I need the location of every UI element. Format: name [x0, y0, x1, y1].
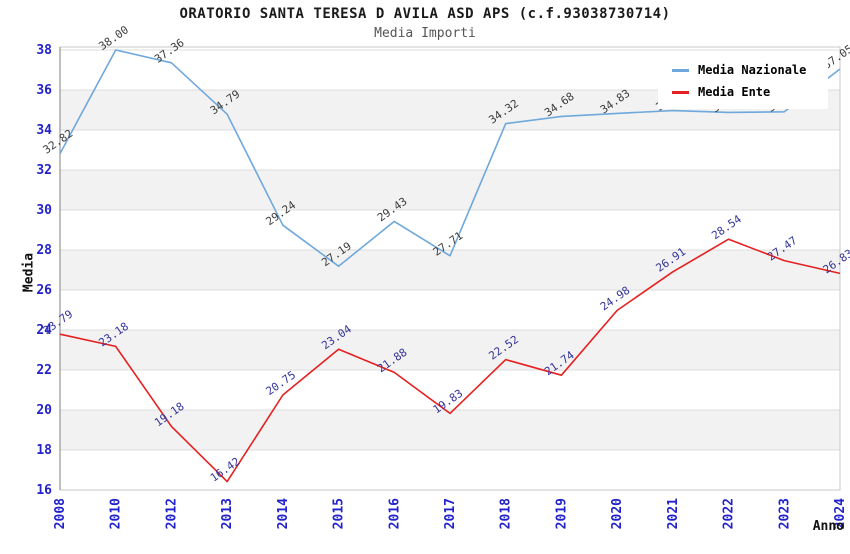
svg-text:20: 20	[36, 403, 52, 418]
svg-text:34: 34	[36, 123, 52, 138]
svg-text:22: 22	[36, 363, 52, 378]
svg-text:2010: 2010	[109, 498, 124, 529]
svg-text:2013: 2013	[220, 498, 235, 529]
svg-text:36: 36	[36, 83, 52, 98]
svg-text:28: 28	[36, 243, 52, 258]
x-axis-title: Anno	[812, 519, 844, 534]
media-nazionale-line-swatch	[672, 68, 689, 72]
svg-text:24: 24	[36, 323, 52, 338]
x-axis-tick-labels: 2008 2010 2012 2013 2014 2015 2016 2017 2018 2019…	[53, 498, 848, 529]
svg-text:2021: 2021	[666, 498, 681, 529]
svg-text:2023: 2023	[777, 498, 792, 529]
svg-text:16: 16	[36, 483, 52, 498]
legend-item-media-ente: Media Ente	[672, 81, 820, 103]
svg-text:26: 26	[36, 283, 52, 298]
chart-title: ORATORIO SANTA TERESA D AVILA ASD APS (c…	[179, 6, 671, 22]
svg-text:38: 38	[36, 43, 52, 58]
svg-text:18: 18	[36, 443, 52, 458]
svg-text:2008: 2008	[53, 498, 68, 529]
chart-legend: Media Nazionale Media Ente	[658, 53, 828, 109]
svg-text:32: 32	[36, 163, 52, 178]
y-axis-tick-labels: 16 18 20 22 24 26 28 30 32 34 36 38	[36, 43, 52, 498]
svg-text:2024: 2024	[833, 498, 848, 529]
series-line-media-nazionale	[59, 49, 841, 268]
svg-text:2012: 2012	[164, 498, 179, 529]
y-axis-title: Media	[21, 252, 37, 293]
svg-text:2020: 2020	[610, 498, 625, 529]
legend-label: Media Nazionale	[698, 63, 807, 77]
series-line-media-ente	[59, 238, 841, 483]
svg-text:2017: 2017	[443, 498, 458, 529]
svg-text:2015: 2015	[332, 498, 347, 529]
svg-text:2022: 2022	[722, 498, 737, 529]
svg-text:2018: 2018	[499, 498, 514, 529]
svg-text:30: 30	[36, 203, 52, 218]
media-ente-line-swatch	[672, 90, 689, 94]
chart-subtitle: Media Importi	[374, 26, 476, 41]
svg-text:28.54: 28.54	[709, 212, 744, 242]
svg-text:2019: 2019	[554, 498, 569, 529]
legend-item-media-nazionale: Media Nazionale	[672, 59, 820, 81]
svg-text:2016: 2016	[387, 498, 402, 529]
svg-text:2014: 2014	[276, 498, 291, 529]
legend-label: Media Ente	[698, 85, 771, 99]
svg-text:20.75: 20.75	[264, 368, 299, 398]
